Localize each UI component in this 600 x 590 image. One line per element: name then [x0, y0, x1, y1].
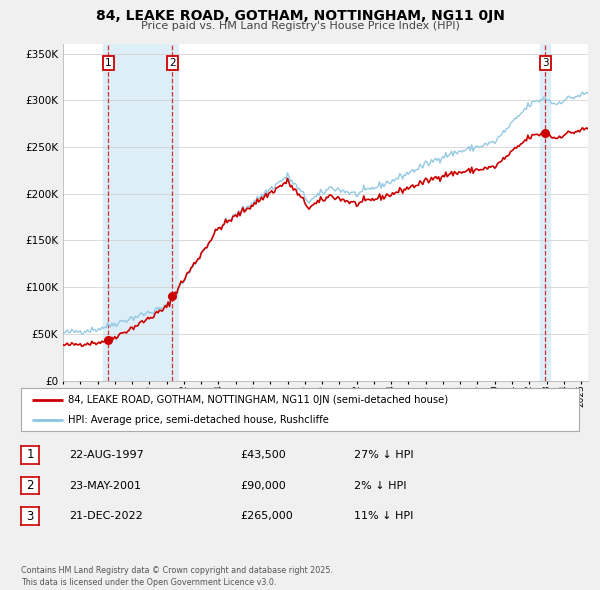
Text: 2: 2 — [26, 479, 34, 492]
Text: Price paid vs. HM Land Registry's House Price Index (HPI): Price paid vs. HM Land Registry's House … — [140, 21, 460, 31]
Text: 11% ↓ HPI: 11% ↓ HPI — [354, 512, 413, 521]
Text: 23-MAY-2001: 23-MAY-2001 — [69, 481, 141, 490]
Text: £265,000: £265,000 — [240, 512, 293, 521]
Text: 22-AUG-1997: 22-AUG-1997 — [69, 450, 144, 460]
Text: 21-DEC-2022: 21-DEC-2022 — [69, 512, 143, 521]
Text: £43,500: £43,500 — [240, 450, 286, 460]
Text: 84, LEAKE ROAD, GOTHAM, NOTTINGHAM, NG11 0JN (semi-detached house): 84, LEAKE ROAD, GOTHAM, NOTTINGHAM, NG11… — [68, 395, 449, 405]
Bar — [103, 44, 178, 381]
Text: 27% ↓ HPI: 27% ↓ HPI — [354, 450, 413, 460]
Text: 2: 2 — [169, 58, 176, 68]
Text: £90,000: £90,000 — [240, 481, 286, 490]
Text: 2% ↓ HPI: 2% ↓ HPI — [354, 481, 407, 490]
Text: 1: 1 — [105, 58, 112, 68]
Bar — [540, 44, 550, 381]
Text: 84, LEAKE ROAD, GOTHAM, NOTTINGHAM, NG11 0JN: 84, LEAKE ROAD, GOTHAM, NOTTINGHAM, NG11… — [95, 9, 505, 23]
Text: 3: 3 — [542, 58, 548, 68]
Text: 3: 3 — [26, 510, 34, 523]
Text: HPI: Average price, semi-detached house, Rushcliffe: HPI: Average price, semi-detached house,… — [68, 415, 329, 425]
Text: Contains HM Land Registry data © Crown copyright and database right 2025.
This d: Contains HM Land Registry data © Crown c… — [21, 566, 333, 587]
Text: 1: 1 — [26, 448, 34, 461]
